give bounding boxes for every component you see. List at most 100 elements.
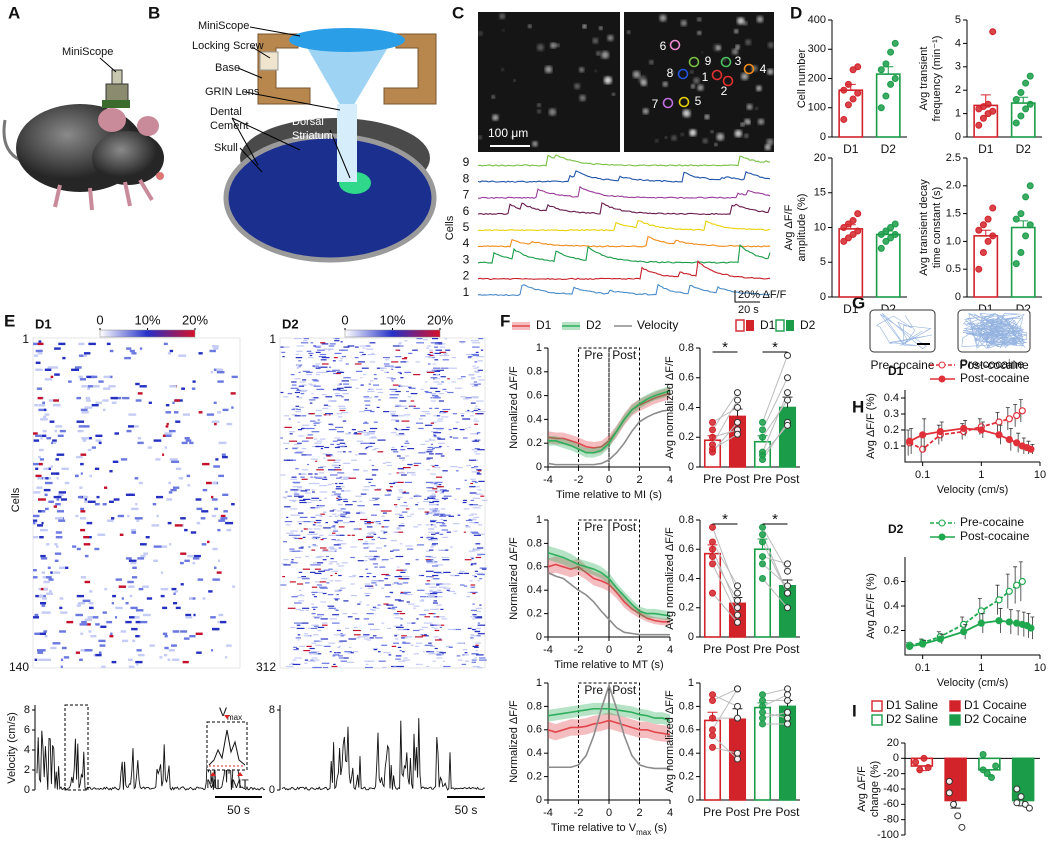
- axis-label: Avg ΔF/F: [783, 204, 795, 250]
- data-point: [1022, 232, 1030, 240]
- axis-label: Normalized ΔF/F: [508, 700, 520, 783]
- heatmap-cell: [181, 441, 188, 445]
- heatmap-cell: [430, 624, 436, 626]
- heatmap-cell: [330, 455, 334, 457]
- heatmap-cell: [335, 482, 338, 485]
- neuron-spot: [682, 110, 688, 116]
- pair-line: [762, 688, 788, 696]
- heatmap-cell: [290, 662, 294, 664]
- heatmap-cell: [457, 514, 461, 516]
- heatmap-cell: [443, 583, 451, 585]
- heatmap-cell: [395, 655, 402, 657]
- heatmap-cell: [316, 584, 323, 586]
- heatmap-cell: [434, 446, 441, 449]
- heatmap-cell: [292, 663, 301, 665]
- heatmap-cell: [91, 404, 99, 407]
- heatmap-cell: [383, 411, 390, 413]
- heatmap-cell: [383, 363, 390, 365]
- heatmap-cell: [471, 563, 477, 565]
- heatmap-cell: [138, 481, 143, 485]
- heatmap-cell: [46, 576, 52, 579]
- heatmap-cell: [336, 413, 342, 415]
- heatmap-cell: [300, 530, 303, 532]
- heatmap-cell: [439, 652, 446, 654]
- grin-lens: [337, 104, 357, 182]
- data-point: [734, 596, 741, 604]
- data-point: [882, 60, 890, 68]
- heatmap-cell: [289, 433, 293, 435]
- heatmap-cell: [40, 602, 47, 605]
- heatmap-cell: [476, 400, 484, 402]
- heatmap-cell: [468, 426, 471, 428]
- heatmap-cell: [427, 594, 434, 596]
- heatmap-cell: [436, 369, 444, 371]
- heatmap-cell: [381, 559, 389, 561]
- heatmap-cell: [365, 666, 373, 669]
- neuron-spot: [513, 79, 516, 82]
- neuron-spot: [638, 75, 647, 84]
- heatmap-cell: [472, 618, 476, 620]
- heatmap-cell: [405, 628, 408, 631]
- data-point: [989, 28, 997, 36]
- scale-label: 100 μm: [488, 126, 528, 140]
- heatmap-cell: [174, 399, 180, 402]
- heatmap-cell: [453, 592, 457, 595]
- heatmap-cell: [439, 533, 444, 535]
- heatmap-cell: [81, 411, 89, 414]
- heatmap-cell: [180, 583, 184, 586]
- data-point: [979, 221, 987, 229]
- heatmap-cell: [336, 499, 341, 501]
- cell-roi: [743, 63, 755, 75]
- data-point: [849, 95, 857, 103]
- trace-label: 1: [463, 285, 470, 299]
- heatmap-cell: [139, 347, 143, 350]
- heatmap-cell: [317, 616, 323, 618]
- heatmap-cell: [425, 513, 429, 515]
- heatmap-cell: [386, 464, 393, 467]
- heatmap-cell: [410, 513, 414, 515]
- heatmap-cell: [90, 635, 97, 638]
- data-point: [759, 714, 766, 722]
- neuron-spot: [594, 69, 598, 73]
- pair-line: [762, 355, 788, 423]
- heatmap-cell: [87, 387, 90, 390]
- heatmap-cell: [435, 532, 439, 534]
- heatmap-cell: [449, 436, 453, 438]
- heatmap-cell: [185, 613, 192, 617]
- heatmap-cell: [118, 585, 126, 588]
- heatmap-cell: [35, 349, 43, 353]
- heatmap-cell: [336, 486, 341, 488]
- heatmap-cell: [164, 432, 173, 435]
- heatmap-cell: [314, 568, 321, 570]
- axis-label: Avg ΔF/F (%): [865, 573, 877, 639]
- heatmap-cell: [34, 658, 38, 661]
- heatmap-cell: [477, 449, 485, 451]
- data-point: [759, 697, 766, 705]
- heatmap-cell: [372, 576, 376, 578]
- heatmap-cell: [437, 510, 440, 512]
- heatmap-cell: [56, 453, 65, 456]
- heatmap-cell: [430, 495, 437, 497]
- heatmap-cell: [334, 652, 337, 654]
- heatmap-cell: [401, 358, 407, 360]
- heatmap-cell: [80, 507, 85, 511]
- legend-marker: [938, 361, 946, 369]
- heatmap-cell: [423, 622, 432, 624]
- x-tick-label: Post: [725, 805, 750, 819]
- data-point: [924, 764, 932, 772]
- x-tick-label: Pre: [753, 472, 772, 486]
- heatmap-cell: [38, 587, 41, 591]
- data-point: [887, 224, 895, 231]
- trace-label: 9: [463, 155, 470, 169]
- neuron-spot: [714, 143, 718, 147]
- heatmap-cell: [398, 489, 403, 491]
- data-point: [891, 75, 899, 82]
- heatmap-cell: [390, 550, 394, 552]
- heatmap-cell: [343, 462, 351, 464]
- cell-id: 3: [735, 54, 742, 68]
- heatmap-cell: [472, 342, 481, 344]
- y-tick-label: 0.2: [679, 771, 694, 783]
- data-point: [936, 635, 944, 643]
- heatmap-cell: [130, 606, 138, 610]
- heatmap-cell: [334, 437, 341, 439]
